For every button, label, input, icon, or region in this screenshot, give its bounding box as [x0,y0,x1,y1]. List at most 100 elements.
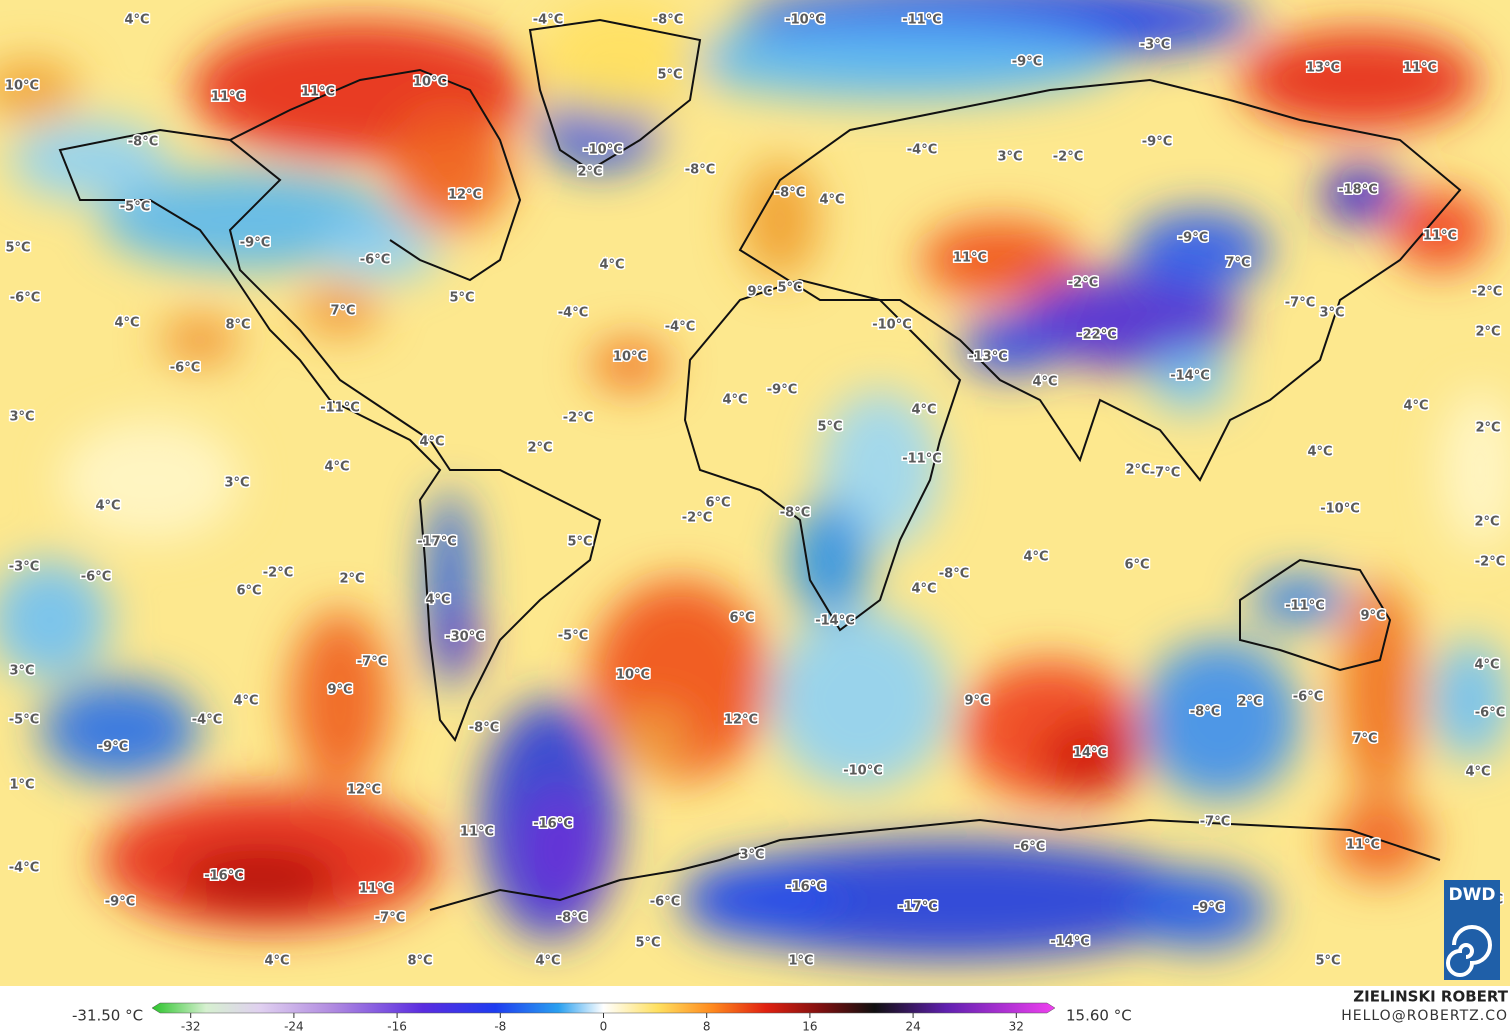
temperature-label: -10°C [1320,502,1360,517]
temperature-label: 7°C [1225,256,1250,271]
temperature-label: 2°C [1475,325,1500,340]
temperature-label: 5°C [449,291,474,306]
temperature-label: -8°C [939,567,969,582]
colorbar-tick-label: -8 [494,1020,506,1034]
temperature-patch [290,610,390,790]
temperature-patch [1130,210,1270,290]
temperature-label: -5°C [120,200,150,215]
temperature-patch [790,500,870,620]
temperature-label: -9°C [105,895,135,910]
temperature-label: -11°C [902,452,942,467]
temperature-label: 8°C [407,954,432,969]
temperature-label: 4°C [425,593,450,608]
temperature-label: 4°C [911,582,936,597]
temperature-patch [1130,870,1270,950]
australia-outline [1239,558,1392,672]
temperature-label: 4°C [1032,375,1057,390]
temperature-label: 9°C [327,683,352,698]
temperature-label: 12°C [724,713,758,728]
temperature-label: -22°C [1077,328,1117,343]
temperature-label: -2°C [263,566,293,581]
temperature-label: 11°C [1423,229,1457,244]
temperature-label: 4°C [819,193,844,208]
temperature-label: 8°C [225,318,250,333]
temperature-label: 14°C [1073,746,1107,761]
temperature-label: -9°C [98,740,128,755]
temperature-patch [300,285,380,335]
temperature-label: -10°C [785,13,825,28]
logo-text: DWD [1449,885,1496,905]
temperature-label: 10°C [5,79,39,94]
logo-swirl [1446,925,1492,977]
temperature-label: 2°C [339,572,364,587]
temperature-patch [40,680,200,780]
temperature-label: -2°C [1068,276,1098,291]
temperature-label: -6°C [1015,840,1045,855]
temperature-patch [520,790,600,910]
temperature-patch [1240,30,1480,130]
colorbar-tick-label: -32 [181,1020,201,1034]
temperature-label: -8°C [557,911,587,926]
temperature-label: 5°C [567,535,592,550]
temperature-label: 6°C [705,496,730,511]
temperature-label: -10°C [872,318,912,333]
colorbar-tick-label: 32 [1009,1020,1024,1034]
temperature-label: 2°C [527,441,552,456]
temperature-label: 12°C [347,783,381,798]
temperature-label: 9°C [747,285,772,300]
temperature-label: -8°C [1190,705,1220,720]
temperature-label: 4°C [1474,658,1499,673]
temperature-label: 2°C [1474,515,1499,530]
temperature-label: -2°C [1472,285,1502,300]
temperature-label: -9°C [1142,135,1172,150]
temperature-label: 4°C [599,258,624,273]
temperature-patch [1390,190,1490,270]
temperature-label: -4°C [533,13,563,28]
temperature-label: 11°C [359,882,393,897]
temperature-label: -3°C [9,560,39,575]
temperature-label: 4°C [1465,765,1490,780]
temperature-patch [320,220,440,280]
temperature-label: 11°C [301,85,335,100]
temperature-label: -9°C [1194,901,1224,916]
temperature-label: -9°C [1012,55,1042,70]
temperature-label: 4°C [419,435,444,450]
temperature-patch [1020,270,1240,370]
temperature-label: 10°C [413,75,447,90]
temperature-label: 6°C [729,611,754,626]
temperature-label: 9°C [964,694,989,709]
temperature-label: -7°C [1150,466,1180,481]
temperature-label: -8°C [780,506,810,521]
temperature-label: -4°C [192,713,222,728]
colorbar-tick-label: -16 [387,1020,407,1034]
temperature-label: -11°C [1285,599,1325,614]
temperature-label: 4°C [95,499,120,514]
temperature-label: 11°C [953,251,987,266]
temperature-patch [610,710,690,770]
temperature-label: -17°C [417,535,457,550]
temperature-label: -2°C [682,511,712,526]
temperature-label: -9°C [767,383,797,398]
temperature-patch [740,160,820,280]
eurasia-outline [738,78,1462,482]
temperature-label: 2°C [1125,463,1150,478]
temperature-label: -16°C [533,817,573,832]
temperature-label: -8°C [469,721,499,736]
canada-outline [229,68,522,282]
africa-outline [683,278,962,632]
temperature-label: 6°C [236,584,261,599]
temperature-label: -7°C [1285,296,1315,311]
temperature-label: -2°C [563,411,593,426]
temperature-label: 4°C [1403,399,1428,414]
temperature-label: -8°C [653,13,683,28]
temperature-label: 4°C [911,403,936,418]
temperature-label: 4°C [722,393,747,408]
temperature-label: 10°C [616,668,650,683]
credit-contact: HELLO@ROBERTZ.CO [1341,1008,1508,1024]
temperature-label: -6°C [360,253,390,268]
greenland-outline [528,18,702,172]
temperature-label: 3°C [997,150,1022,165]
temperature-label: -11°C [902,13,942,28]
temperature-label: 5°C [817,420,842,435]
